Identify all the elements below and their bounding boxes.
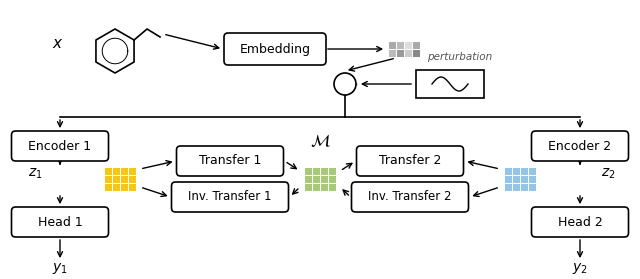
- Bar: [520, 167, 527, 174]
- Bar: [513, 184, 520, 191]
- Bar: [305, 184, 312, 191]
- Bar: [504, 184, 511, 191]
- Bar: [504, 167, 511, 174]
- Bar: [529, 175, 536, 182]
- Text: Head 2: Head 2: [557, 215, 602, 229]
- Bar: [404, 42, 412, 49]
- Bar: [529, 167, 536, 174]
- Text: $y_2$: $y_2$: [572, 261, 588, 276]
- Bar: [120, 167, 127, 174]
- Bar: [529, 184, 536, 191]
- Bar: [321, 175, 328, 182]
- Text: Encoder 2: Encoder 2: [548, 140, 612, 153]
- Text: $z_1$: $z_1$: [28, 167, 42, 181]
- Bar: [312, 167, 319, 174]
- Text: $y_1$: $y_1$: [52, 261, 68, 276]
- Bar: [305, 167, 312, 174]
- Text: Transfer 2: Transfer 2: [379, 155, 441, 167]
- FancyBboxPatch shape: [177, 146, 284, 176]
- Bar: [113, 184, 120, 191]
- Bar: [520, 184, 527, 191]
- Bar: [120, 175, 127, 182]
- Bar: [312, 175, 319, 182]
- Circle shape: [334, 73, 356, 95]
- Text: $\mathcal{M}$: $\mathcal{M}$: [310, 132, 330, 150]
- Bar: [328, 175, 335, 182]
- Text: Inv. Transfer 1: Inv. Transfer 1: [188, 191, 272, 203]
- Text: perturbation: perturbation: [428, 52, 493, 62]
- FancyBboxPatch shape: [356, 146, 463, 176]
- Bar: [513, 167, 520, 174]
- Text: Encoder 1: Encoder 1: [28, 140, 92, 153]
- Bar: [416, 70, 484, 98]
- Bar: [504, 175, 511, 182]
- Bar: [129, 175, 136, 182]
- Bar: [305, 175, 312, 182]
- Bar: [388, 42, 396, 49]
- Bar: [120, 184, 127, 191]
- FancyBboxPatch shape: [531, 207, 628, 237]
- FancyBboxPatch shape: [351, 182, 468, 212]
- Text: Transfer 1: Transfer 1: [199, 155, 261, 167]
- Bar: [129, 167, 136, 174]
- Bar: [312, 184, 319, 191]
- FancyBboxPatch shape: [531, 131, 628, 161]
- Bar: [104, 184, 111, 191]
- Bar: [513, 175, 520, 182]
- Bar: [129, 184, 136, 191]
- FancyBboxPatch shape: [172, 182, 289, 212]
- Bar: [388, 49, 396, 57]
- Text: Embedding: Embedding: [239, 42, 310, 56]
- Bar: [113, 167, 120, 174]
- Bar: [397, 42, 403, 49]
- FancyBboxPatch shape: [224, 33, 326, 65]
- Bar: [321, 184, 328, 191]
- Bar: [328, 167, 335, 174]
- Bar: [413, 49, 419, 57]
- Bar: [404, 49, 412, 57]
- Bar: [113, 175, 120, 182]
- Bar: [397, 49, 403, 57]
- Text: Inv. Transfer 2: Inv. Transfer 2: [368, 191, 452, 203]
- FancyBboxPatch shape: [12, 131, 109, 161]
- FancyBboxPatch shape: [12, 207, 109, 237]
- Bar: [413, 42, 419, 49]
- Bar: [104, 175, 111, 182]
- Bar: [104, 167, 111, 174]
- Text: Head 1: Head 1: [38, 215, 83, 229]
- Text: $z_2$: $z_2$: [601, 167, 615, 181]
- Text: $x$: $x$: [52, 37, 64, 52]
- Bar: [328, 184, 335, 191]
- Bar: [520, 175, 527, 182]
- Bar: [321, 167, 328, 174]
